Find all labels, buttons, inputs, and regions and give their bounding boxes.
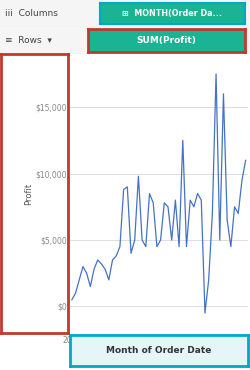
Text: ⊞  MONTH(Order Da...: ⊞ MONTH(Order Da... — [122, 9, 222, 18]
Y-axis label: Profit: Profit — [24, 182, 33, 205]
Text: ≡  Rows  ▾: ≡ Rows ▾ — [5, 36, 52, 45]
Text: SUM(Profit): SUM(Profit) — [136, 36, 196, 45]
Text: Month of Order Date: Month of Order Date — [106, 346, 212, 355]
Text: iii  Columns: iii Columns — [5, 9, 58, 18]
